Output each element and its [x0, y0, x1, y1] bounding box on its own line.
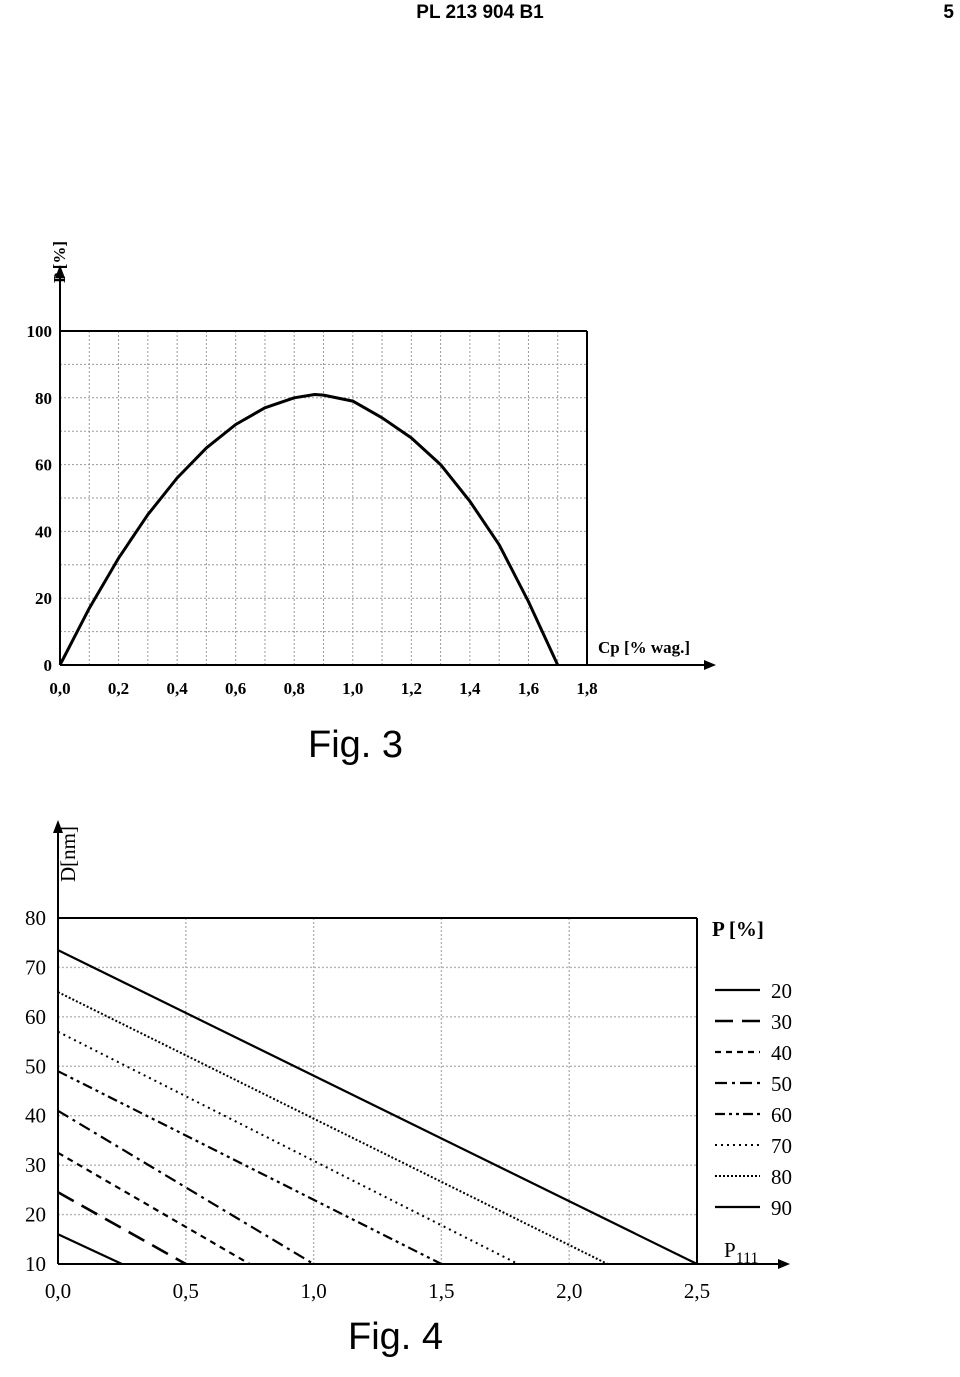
fig3-y-arrow [55, 265, 65, 278]
fig4-series-line-40 [57, 1151, 251, 1265]
fig4-legend-title: P [%] [712, 917, 764, 941]
fig3-x-tick-label: 1,2 [401, 679, 422, 698]
fig4-grid [58, 918, 697, 1264]
fig4-series-line-60 [57, 1070, 442, 1265]
fig4-x-axis-label: P111 [724, 1238, 759, 1267]
fig4-y-tick-label: 20 [25, 1203, 46, 1227]
fig3-tick-labels: 0,0 0,2 0,4 0,6 0,8 1,0 1,2 1,4 1,6 1,8 0 20 40 60 80 1… [27, 322, 598, 698]
fig3-x-tick-label: 1,0 [342, 679, 363, 698]
fig4-legend-label: 70 [771, 1134, 792, 1158]
fig4-series-line-90 [57, 949, 698, 1265]
fig3-y-tick-label: 40 [35, 522, 52, 541]
fig4-legend-label: 30 [771, 1010, 792, 1034]
fig3-y-tick-label: 20 [35, 589, 52, 608]
fig3-x-tick-label: 1,6 [518, 679, 539, 698]
fig4-y-tick-label: 60 [25, 1005, 46, 1029]
fig3-x-axis-label: Cp [% wag.] [598, 638, 690, 657]
fig4-axes [53, 820, 790, 1269]
fig4-tick-labels: 0,0 0,5 1,0 1,5 2,0 2,5 10 20 30 40 50 60 70 80 [25, 906, 710, 1303]
fig4-legend: 20 30 40 50 60 70 80 90 P [%] [712, 917, 792, 1220]
fig4-series-line-80 [57, 991, 608, 1265]
fig4-y-tick-label: 40 [25, 1104, 46, 1128]
fig4-series-line-70 [57, 1030, 519, 1265]
fig4-legend-label: 40 [771, 1041, 792, 1065]
fig4-y-tick-label: 50 [25, 1054, 46, 1078]
fig3-grid [60, 331, 587, 665]
fig4-legend-label: 90 [771, 1196, 792, 1220]
fig4-x-axis-label-sub: 111 [736, 1250, 759, 1267]
fig4-legend-label: 50 [771, 1072, 792, 1096]
fig3-y-tick-label: 60 [35, 456, 52, 475]
fig4-y-tick-label: 10 [25, 1252, 46, 1276]
fig4-x-tick-label: 2,0 [556, 1279, 582, 1303]
fig4-x-tick-label: 1,5 [428, 1279, 454, 1303]
fig4-y-arrow [53, 820, 63, 833]
fig4-legend-label: 20 [771, 979, 792, 1003]
fig4-y-axis-label: D[nm] [56, 826, 80, 882]
fig3-chart: 0,0 0,2 0,4 0,6 0,8 1,0 1,2 1,4 1,6 1,8 0 20 40 60 80 1… [27, 241, 716, 766]
fig3-series-line [58, 393, 560, 666]
fig4-legend-label: 60 [771, 1103, 792, 1127]
fig4-caption: Fig. 4 [348, 1316, 443, 1358]
fig4-legend-label: 80 [771, 1165, 792, 1189]
fig4-series-line-20 [57, 1233, 123, 1265]
fig3-caption: Fig. 3 [308, 724, 403, 766]
fig4-x-tick-label: 0,0 [45, 1279, 71, 1303]
fig3-y-axis-label: P [%] [50, 241, 69, 283]
fig4-chart: 0,0 0,5 1,0 1,5 2,0 2,5 10 20 30 40 50 60 70 80 20 30 4… [25, 820, 792, 1358]
fig3-x-tick-label: 0,4 [166, 679, 188, 698]
document-number: PL 213 904 B1 [416, 2, 544, 23]
fig4-series-line-30 [57, 1191, 187, 1266]
fig4-x-axis-label-main: P [724, 1238, 736, 1262]
page-number: 5 [943, 2, 954, 23]
fig4-y-tick-label: 80 [25, 906, 46, 930]
fig4-series [57, 949, 698, 1266]
fig4-x-arrow [778, 1259, 790, 1269]
fig4-x-tick-label: 1,0 [300, 1279, 326, 1303]
fig3-x-tick-label: 0,8 [284, 679, 305, 698]
fig3-x-tick-label: 1,4 [459, 679, 481, 698]
fig3-x-tick-label: 0,0 [49, 679, 70, 698]
fig3-series [58, 393, 560, 666]
fig3-y-tick-label: 0 [44, 656, 53, 675]
fig3-x-arrow [704, 660, 716, 670]
fig3-x-tick-label: 0,6 [225, 679, 246, 698]
fig4-y-tick-label: 70 [25, 955, 46, 979]
fig3-axes [55, 265, 716, 670]
fig4-y-tick-label: 30 [25, 1153, 46, 1177]
fig4-x-tick-label: 2,5 [684, 1279, 710, 1303]
fig3-y-tick-label: 80 [35, 389, 52, 408]
fig4-x-tick-label: 0,5 [173, 1279, 199, 1303]
fig3-x-tick-label: 1,8 [576, 679, 597, 698]
fig3-y-tick-label: 100 [27, 322, 53, 341]
fig3-x-tick-label: 0,2 [108, 679, 129, 698]
